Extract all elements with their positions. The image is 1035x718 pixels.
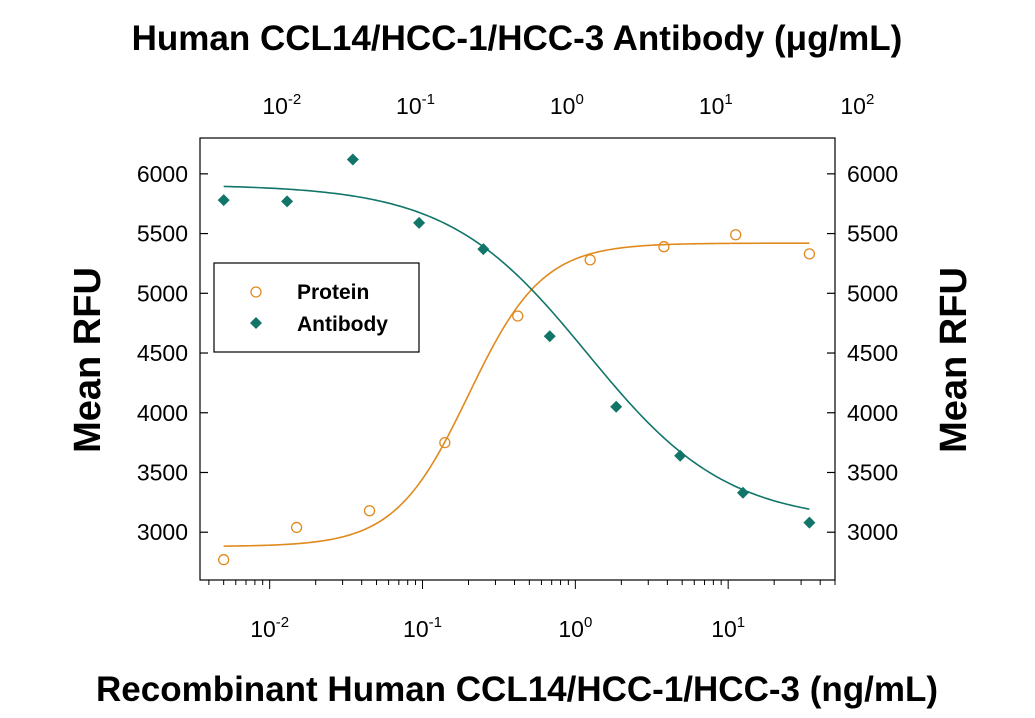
plot-area-frame	[199, 137, 836, 581]
antibody-point	[610, 400, 623, 413]
chart-title: Human CCL14/HCC-1/HCC-3 Antibody (μg/mL)	[132, 19, 903, 58]
protein-point	[803, 248, 816, 260]
protein-point	[584, 254, 596, 266]
legend-box	[213, 262, 420, 353]
x-axis-label: Recombinant Human CCL14/HCC-1/HCC-3 (ng/…	[96, 670, 938, 709]
y-axis-label-right: Mean RFU	[933, 267, 975, 453]
protein-fit-curve	[223, 242, 810, 547]
y-tick-label-left: 5000	[137, 280, 188, 306]
x-tick-label-bottom: 101	[711, 614, 745, 642]
y-tick-label-left: 4500	[137, 340, 188, 366]
antibody-point	[281, 195, 294, 208]
protein-point	[363, 505, 376, 517]
antibody-point	[543, 330, 556, 343]
protein-point	[439, 436, 451, 449]
legend-antibody-label: Antibody	[297, 313, 388, 336]
legend: Protein Antibody	[213, 262, 420, 353]
data-points	[217, 153, 816, 566]
y-tick-label-right: 6000	[847, 161, 898, 187]
protein-point	[290, 521, 303, 534]
fit-curves	[223, 185, 810, 547]
y-tick-label-left: 6000	[137, 161, 188, 187]
protein-point	[658, 241, 670, 253]
antibody-point	[803, 516, 816, 529]
antibody-point	[477, 243, 490, 256]
legend-antibody-marker	[250, 317, 262, 329]
antibody-point	[674, 449, 687, 462]
antibody-point	[736, 486, 749, 499]
y-tick-label-right: 3500	[847, 459, 898, 485]
y-tick-label-left: 5500	[137, 221, 188, 247]
y-tick-label-left: 4000	[137, 400, 188, 426]
y-tick-label-right: 4500	[847, 340, 898, 366]
antibody-point	[346, 153, 359, 166]
y-axis-label-left: Mean RFU	[67, 267, 109, 453]
axis-ticks: 3000 3000 3500 3500 4000 4000 4500 4500 5000 5000…	[137, 91, 898, 642]
protein-point	[218, 554, 230, 566]
x-tick-label-top: 10-2	[262, 91, 301, 119]
x-tick-label-bottom: 100	[558, 614, 592, 642]
antibody-fit-curve	[223, 185, 810, 510]
legend-protein-label: Protein	[297, 281, 369, 304]
x-tick-label-bottom: 10-1	[403, 614, 442, 642]
x-tick-label-top: 10-1	[396, 91, 435, 119]
protein-point	[730, 229, 742, 241]
y-tick-label-left: 3500	[137, 459, 188, 485]
protein-point	[512, 310, 524, 322]
antibody-point	[413, 216, 426, 229]
y-tick-label-right: 5000	[847, 280, 898, 306]
x-tick-label-bottom: 10-2	[250, 614, 289, 642]
x-tick-label-top: 100	[550, 91, 584, 119]
x-tick-label-top: 102	[840, 91, 874, 119]
y-tick-label-left: 3000	[137, 519, 188, 545]
y-tick-label-right: 4000	[847, 400, 898, 426]
legend-protein-marker	[250, 286, 262, 298]
y-tick-label-right: 3000	[847, 519, 898, 545]
x-tick-label-top: 101	[699, 91, 733, 119]
antibody-point	[217, 194, 230, 207]
y-tick-label-right: 5500	[847, 221, 898, 247]
